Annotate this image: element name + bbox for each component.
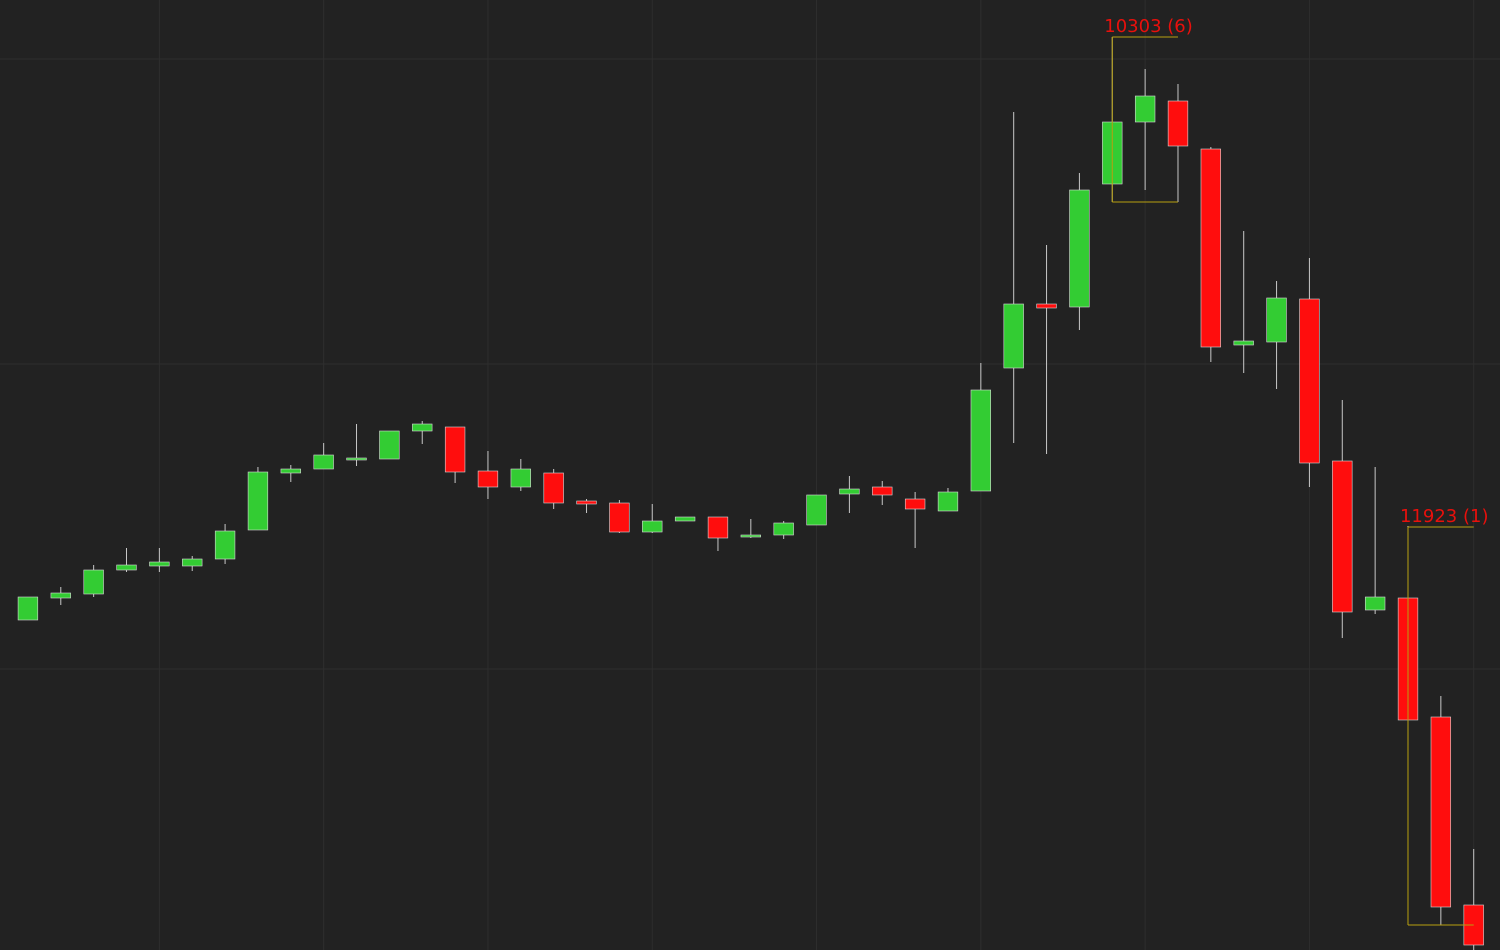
candle-body bbox=[214, 530, 236, 560]
candle-body bbox=[477, 470, 499, 488]
candle-body bbox=[149, 561, 170, 567]
candle-body bbox=[412, 423, 433, 432]
candle-body bbox=[970, 389, 991, 492]
candle-body bbox=[806, 494, 827, 526]
candle-body bbox=[50, 592, 71, 599]
candle-body bbox=[1036, 303, 1057, 309]
candle-body bbox=[444, 426, 466, 473]
candle-body bbox=[182, 558, 203, 567]
candle-body bbox=[904, 498, 926, 510]
candle-body bbox=[674, 516, 696, 522]
candle-body bbox=[740, 534, 761, 538]
candle-body bbox=[543, 472, 564, 504]
candle-body bbox=[1430, 716, 1452, 908]
candle-body bbox=[1299, 298, 1320, 464]
candle-body bbox=[17, 596, 39, 621]
candle-body bbox=[1364, 596, 1386, 611]
candle-body bbox=[83, 569, 104, 595]
candle-body bbox=[707, 516, 729, 539]
candle-body bbox=[839, 488, 860, 495]
candle-body bbox=[116, 564, 137, 571]
candle-body bbox=[1266, 297, 1287, 343]
candle-body bbox=[313, 454, 334, 470]
candle-body bbox=[1069, 189, 1090, 308]
candle-body bbox=[1167, 100, 1189, 147]
candle-body bbox=[1134, 95, 1156, 123]
candle-body bbox=[872, 486, 893, 496]
candle-body bbox=[1233, 340, 1254, 346]
candle-body bbox=[642, 520, 663, 533]
annotation-label: 11923 (1) bbox=[1400, 506, 1488, 527]
candle-body bbox=[346, 457, 367, 461]
candle-body bbox=[280, 468, 301, 474]
candle-body bbox=[576, 500, 597, 505]
candle-body bbox=[1332, 460, 1353, 613]
candle-body bbox=[609, 502, 630, 533]
candle-body bbox=[247, 471, 269, 531]
candle-body bbox=[1003, 303, 1024, 369]
annotation-label: 10303 (6) bbox=[1104, 16, 1192, 37]
candle-body bbox=[773, 522, 794, 536]
candle-body bbox=[510, 468, 531, 488]
candle-body bbox=[937, 491, 959, 512]
candle-body bbox=[379, 430, 400, 460]
candle-body bbox=[1200, 148, 1222, 348]
